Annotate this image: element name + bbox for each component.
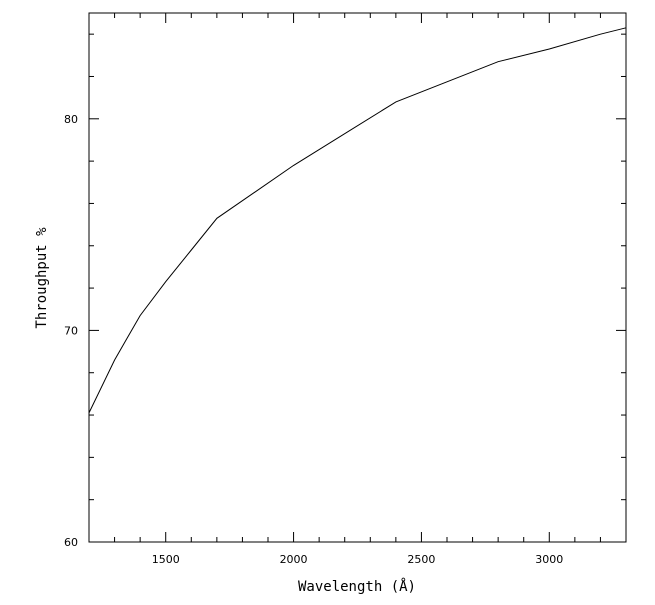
series-group: [88, 27, 627, 414]
y-tick-label: 80: [64, 113, 78, 126]
x-axis-tick-labels: 1500 2000 2500 3000: [152, 553, 564, 566]
throughput-series-line: [88, 27, 627, 414]
x-axis-label: Wavelength (Å): [298, 578, 416, 595]
x-tick-label: 2000: [280, 553, 308, 566]
y-tick-label: 70: [64, 324, 78, 337]
y-axis-ticks: [89, 33, 626, 543]
x-tick-label: 3000: [535, 553, 563, 566]
plot-frame: [88, 12, 627, 543]
y-tick-label: 60: [64, 536, 78, 549]
x-tick-label: 1500: [152, 553, 180, 566]
y-axis-tick-labels: 60 70 80: [64, 113, 78, 549]
x-tick-label: 2500: [407, 553, 435, 566]
y-axis-label: Throughput %: [34, 227, 50, 329]
x-axis-ticks: [88, 13, 627, 542]
